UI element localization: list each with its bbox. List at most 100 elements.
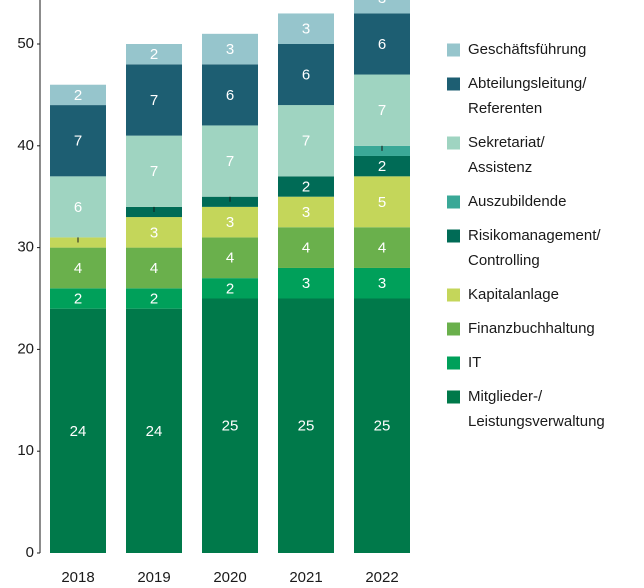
legend-label: Sekretariat/Assistenz (468, 134, 546, 176)
segment-label: 24 (146, 423, 163, 440)
legend-line: Mitglieder-/ (468, 388, 543, 405)
x-tick-label: 2021 (289, 569, 322, 586)
bar-segment (126, 288, 182, 309)
legend-swatch (447, 322, 460, 336)
y-tick-label: 30 (17, 239, 34, 256)
segment-label: 3 (302, 204, 310, 221)
bar-segment (50, 237, 106, 248)
x-tick-label: 2020 (213, 569, 246, 586)
segment-label: 24 (70, 423, 87, 440)
segment-label: 7 (226, 153, 234, 170)
bar-segment (354, 145, 410, 156)
segment-label: 7 (302, 133, 310, 150)
y-tick-label: 0 (26, 544, 34, 561)
bar-segment (50, 176, 106, 238)
legend-label: Finanzbuchhaltung (468, 320, 595, 337)
segment-label: 2 (150, 46, 158, 63)
bar-segment (354, 227, 410, 268)
legend-line: Controlling (468, 252, 540, 269)
legend-swatch (447, 43, 460, 57)
bar-segment (202, 125, 258, 197)
segment-label: 25 (374, 418, 391, 435)
segment-label: 7 (150, 163, 158, 180)
bar-segment (278, 13, 334, 45)
segment-label: 6 (302, 67, 310, 84)
segment-label: 3 (378, 275, 386, 292)
segment-label: 4 (302, 240, 310, 257)
segment-label: 3 (150, 224, 158, 241)
legend-label: Auszubildende (468, 193, 566, 210)
legend-label: Abteilungsleitung/Referenten (468, 75, 587, 117)
bar-segment (50, 247, 106, 289)
bar-segment (50, 105, 106, 177)
segment-label: 2 (74, 290, 82, 307)
bar-segment (126, 247, 182, 289)
segment-label: 3 (378, 0, 386, 7)
bar-segment (202, 237, 258, 279)
segment-label: 6 (226, 87, 234, 104)
bar-segment (126, 308, 182, 553)
legend-label: Risikomanagement/Controlling (468, 227, 601, 269)
legend-line: Leistungsverwaltung (468, 413, 605, 430)
bar-segment (354, 298, 410, 553)
segment-label: 2 (74, 87, 82, 104)
legend-swatch (447, 390, 460, 404)
segment-label: 5 (378, 194, 386, 211)
legend-swatch (447, 229, 460, 243)
bar-segment (278, 227, 334, 268)
bar-segment (354, 267, 410, 299)
segment-label: 25 (298, 418, 315, 435)
legend-swatch (447, 195, 460, 209)
segment-label: 2 (302, 178, 310, 195)
x-tick-label: 2018 (61, 569, 94, 586)
bar-segment (202, 298, 258, 553)
legend-line: Risikomanagement/ (468, 227, 601, 244)
bar-segment (354, 0, 410, 14)
legend-swatch (447, 356, 460, 370)
bar-segment (354, 176, 410, 228)
bar-segment (50, 288, 106, 309)
bar-segment (202, 278, 258, 299)
bar-segment (354, 13, 410, 75)
y-tick-label: 20 (17, 340, 34, 357)
bar-segment (278, 267, 334, 299)
y-tick-label: 40 (17, 137, 34, 154)
segment-label: 25 (222, 418, 239, 435)
bar-segment (50, 84, 106, 106)
bar-segment (278, 176, 334, 197)
legend-label: Mitglieder-/ Leistungsverwaltung (468, 388, 605, 430)
legend-swatch (447, 288, 460, 302)
y-tick-label: 50 (17, 35, 34, 52)
legend-label: Kapitalanlage (468, 286, 559, 303)
segment-label: 3 (302, 21, 310, 38)
legend-line: Sekretariat/ (468, 134, 546, 151)
segment-label: 3 (302, 275, 310, 292)
bar-segment (126, 217, 182, 248)
legend-line: Assistenz (468, 159, 532, 176)
segment-label: 4 (150, 260, 158, 277)
legend-line: Referenten (468, 100, 542, 117)
segment-label: 6 (74, 199, 82, 216)
segment-label: 7 (74, 133, 82, 150)
bar-segment (354, 74, 410, 146)
legend-swatch (447, 77, 460, 91)
segment-label: 7 (378, 102, 386, 119)
bar-segment (278, 44, 334, 106)
bar-segment (354, 155, 410, 177)
segment-label: 2 (378, 158, 386, 175)
segment-label: 3 (226, 214, 234, 231)
x-tick-label: 2022 (365, 569, 398, 586)
bar-segment (126, 64, 182, 136)
bar-segment (126, 44, 182, 65)
segment-label: 3 (226, 41, 234, 58)
segment-label: 2 (150, 290, 158, 307)
legend-swatch (447, 136, 460, 150)
legend-line: Abteilungsleitung/ (468, 75, 587, 92)
bar-segment (278, 105, 334, 177)
bar-segment (50, 308, 106, 553)
segment-label: 4 (378, 240, 386, 257)
bar-segment (202, 64, 258, 126)
legend-label: IT (468, 354, 481, 371)
bar-segment (126, 135, 182, 207)
